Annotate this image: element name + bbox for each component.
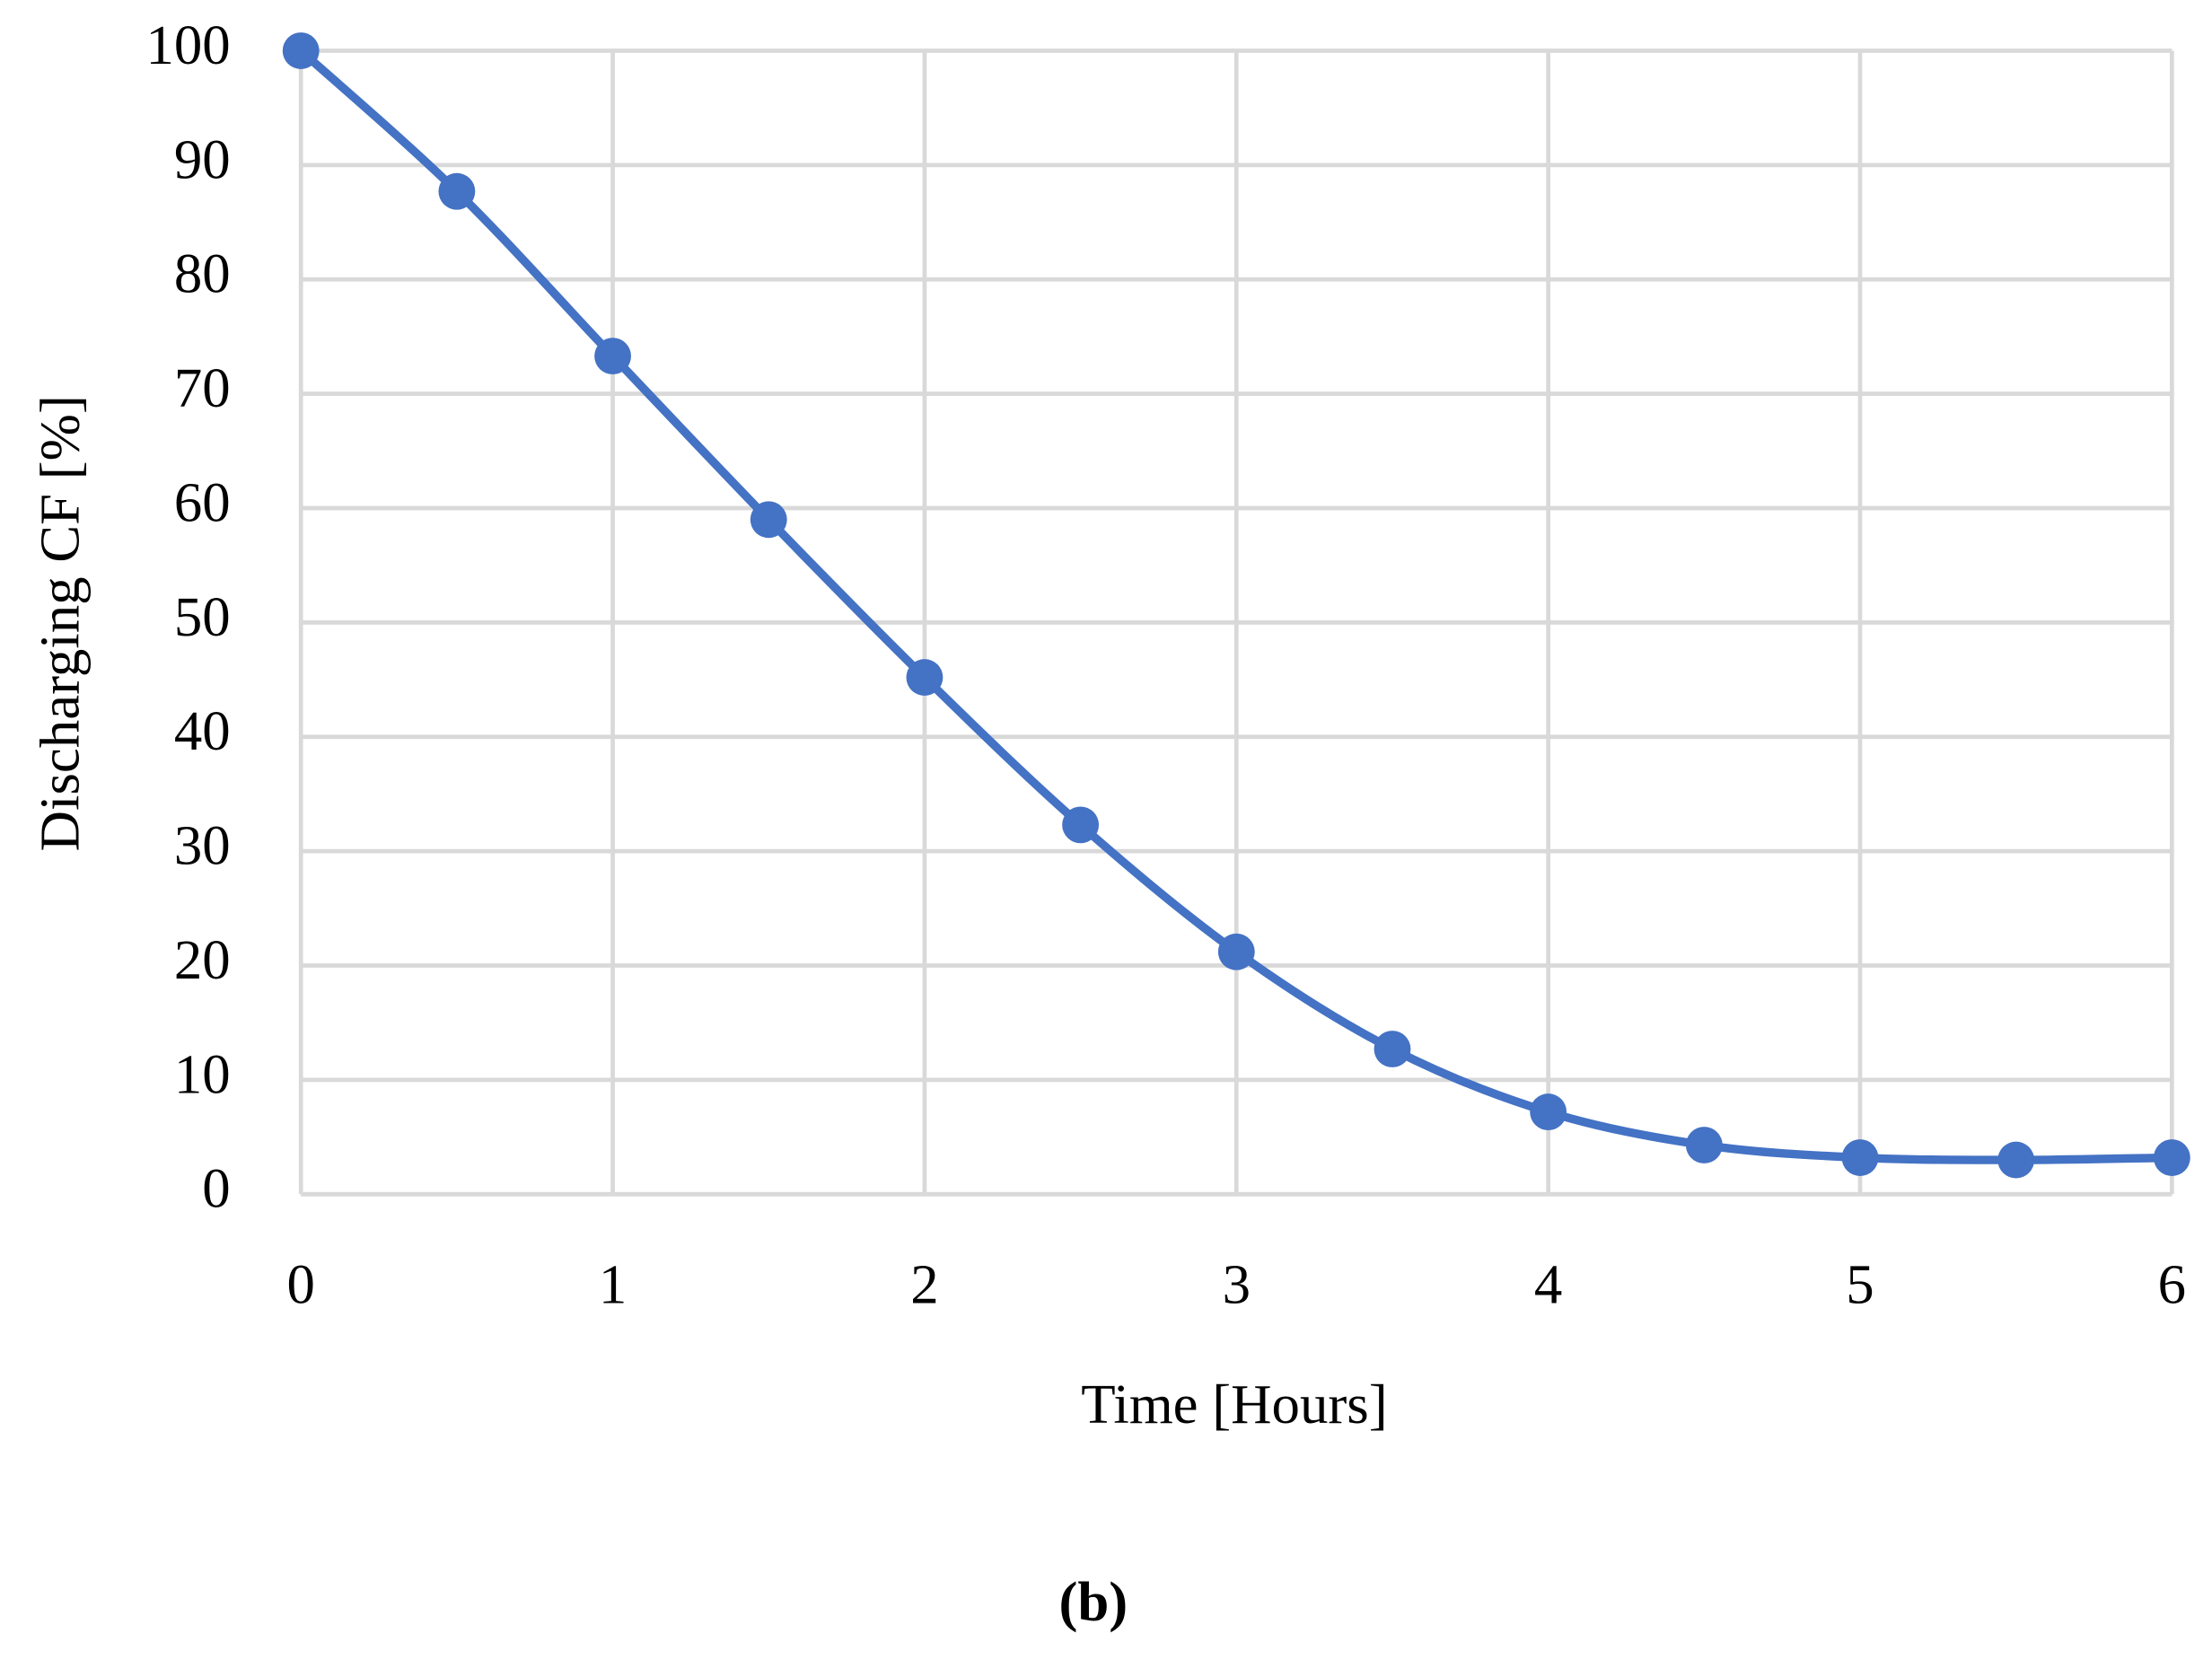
y-tick-label: 0 xyxy=(202,1157,230,1220)
x-tick-label: 6 xyxy=(2158,1253,2186,1316)
y-tick-label: 60 xyxy=(174,470,231,533)
data-point xyxy=(1062,806,1100,844)
y-tick-label: 50 xyxy=(174,585,231,648)
y-tick-label: 80 xyxy=(174,242,231,305)
x-tick-label: 4 xyxy=(1534,1253,1562,1316)
data-point xyxy=(1841,1139,1879,1176)
data-point xyxy=(1685,1127,1723,1163)
x-tick-label: 5 xyxy=(1846,1253,1874,1316)
data-point xyxy=(906,659,944,696)
caption: (b) xyxy=(1058,1570,1128,1633)
x-axis-title: Time [Hours] xyxy=(1081,1373,1387,1435)
x-tick-label: 0 xyxy=(286,1253,314,1316)
x-tick-label: 2 xyxy=(910,1253,938,1316)
data-point xyxy=(1217,933,1255,970)
y-tick-label: 30 xyxy=(174,814,231,877)
data-point xyxy=(438,172,476,210)
data-point xyxy=(1997,1141,2035,1179)
data-point xyxy=(594,338,631,375)
y-tick-label: 90 xyxy=(174,127,231,190)
x-tick-label: 3 xyxy=(1223,1253,1251,1316)
y-axis-title: Discharging CF [%] xyxy=(28,395,91,851)
y-tick-label: 40 xyxy=(174,699,231,762)
y-tick-label: 20 xyxy=(174,928,231,991)
x-tick-label: 1 xyxy=(599,1253,627,1316)
data-point xyxy=(282,32,320,69)
y-tick-label: 10 xyxy=(174,1042,231,1105)
y-tick-label: 100 xyxy=(145,13,230,76)
data-point xyxy=(1374,1031,1411,1067)
data-point xyxy=(1530,1093,1567,1130)
y-tick-label: 70 xyxy=(174,356,231,419)
data-point xyxy=(750,501,787,539)
data-point xyxy=(2153,1139,2190,1176)
